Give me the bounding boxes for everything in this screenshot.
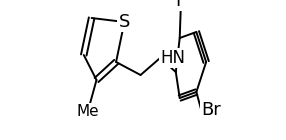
Text: HN: HN <box>160 49 185 67</box>
Text: Br: Br <box>201 101 221 119</box>
Text: F: F <box>176 0 186 10</box>
Text: Me: Me <box>76 104 99 120</box>
Text: S: S <box>119 13 130 31</box>
